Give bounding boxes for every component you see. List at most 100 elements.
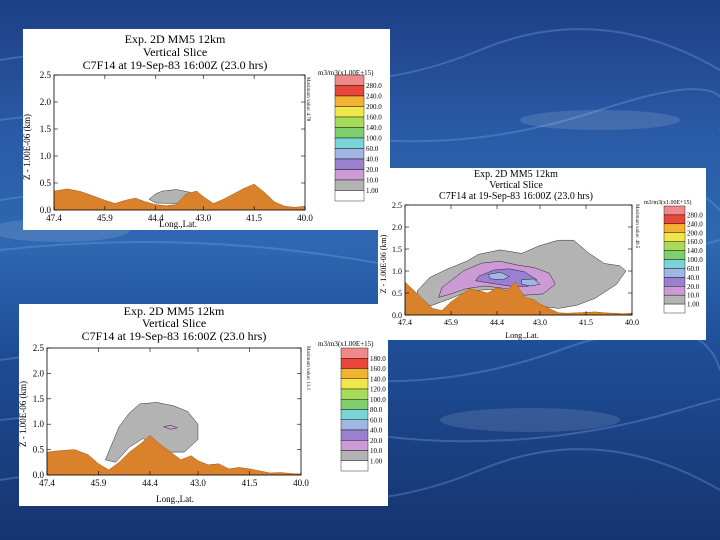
plot-area: 47.4 45.9 44.4 43.0 41.5 40.0 0.0 0.5 1.0 1.5 2.0 2… bbox=[392, 201, 639, 327]
y-tick-label: 2.0 bbox=[40, 97, 52, 107]
chart-title-line-2: Vertical Slice bbox=[142, 316, 206, 330]
legend-value: 160.0 bbox=[366, 114, 382, 122]
chart-title-line-2: Vertical Slice bbox=[143, 45, 207, 59]
legend-swatch bbox=[663, 268, 686, 278]
y-tick-label: 2.5 bbox=[40, 70, 52, 80]
legend-swatch bbox=[340, 409, 369, 420]
legend-value: 280.0 bbox=[366, 82, 382, 90]
legend-swatch bbox=[663, 223, 686, 233]
legend-swatch bbox=[663, 303, 686, 314]
chart-svg-3: Exp. 2D MM5 12km Vertical Slice C7F14 at… bbox=[19, 304, 386, 504]
y-tick-label: 0.5 bbox=[33, 445, 45, 455]
x-axis-label: Long.,Lat. bbox=[159, 219, 197, 229]
legend-swatch bbox=[334, 169, 365, 181]
plot-frame bbox=[46, 347, 302, 476]
plot-frame bbox=[53, 74, 306, 211]
x-axis-label: Long.,Lat. bbox=[156, 494, 194, 504]
chart-title-line-1: Exp. 2D MM5 12km bbox=[124, 304, 225, 318]
cloud-region-0 bbox=[148, 189, 190, 204]
x-tick-label: 43.0 bbox=[195, 213, 211, 223]
legend-swatch bbox=[334, 137, 365, 149]
y-tick-label: 0.0 bbox=[33, 470, 45, 480]
legend-swatch bbox=[340, 429, 369, 441]
terrain-area bbox=[53, 183, 306, 211]
max-value-note: Maximum value: 4.78 bbox=[305, 77, 310, 122]
x-tick-label: 44.4 bbox=[142, 478, 158, 488]
y-axis-label: Z - 1.00E-06 (km) bbox=[19, 381, 28, 447]
legend-swatch bbox=[663, 294, 686, 305]
terrain-area bbox=[404, 281, 633, 316]
legend-value: 140.0 bbox=[687, 247, 703, 255]
legend-value: 40.0 bbox=[370, 427, 383, 435]
chart-title-line-2: Vertical Slice bbox=[489, 180, 543, 191]
y-axis-label: Z - 1.00E-06 (km) bbox=[379, 234, 388, 293]
legend-swatch bbox=[340, 399, 369, 410]
legend-value: 20.0 bbox=[370, 437, 383, 445]
legend-swatch bbox=[340, 460, 369, 472]
cloud-region-0 bbox=[105, 402, 199, 463]
x-tick-label: 40.0 bbox=[297, 213, 313, 223]
legend-value: 40.0 bbox=[687, 274, 700, 282]
cloud-region-3 bbox=[487, 272, 510, 281]
legend-value: 1.00 bbox=[370, 457, 383, 465]
legend-value: 180.0 bbox=[370, 355, 386, 363]
terrain-area bbox=[46, 435, 302, 476]
legend-swatch bbox=[340, 378, 369, 390]
legend: 180.0 160.0 140.0 120.0 100.0 80.0 60.0 40.0 20.… bbox=[340, 347, 386, 472]
y-tick-label: 0.0 bbox=[40, 205, 52, 215]
legend-swatch bbox=[334, 116, 365, 128]
legend-swatch bbox=[663, 232, 686, 242]
legend-swatch bbox=[334, 85, 365, 97]
legend-swatch bbox=[340, 419, 369, 431]
y-tick-label: 0.0 bbox=[392, 311, 402, 320]
x-tick-label: 45.9 bbox=[444, 318, 458, 327]
legend-value: 200.0 bbox=[366, 103, 382, 111]
legend-value: 140.0 bbox=[370, 375, 386, 383]
legend-value: 10.0 bbox=[687, 292, 700, 300]
plot-frame bbox=[404, 204, 633, 316]
max-value-note: Maximum value: 49.5 bbox=[634, 204, 639, 249]
legend-value: 100.0 bbox=[687, 256, 703, 264]
cloud-region-4 bbox=[521, 278, 541, 287]
legend-swatch bbox=[334, 106, 365, 118]
legend-value: 80.0 bbox=[370, 406, 383, 414]
plot-area: 47.4 45.9 44.4 43.0 41.5 40.0 0.0 0.5 1.0 1.5 2.0 2… bbox=[40, 70, 314, 223]
legend-swatch bbox=[340, 388, 369, 400]
legend-swatch bbox=[663, 286, 686, 296]
y-tick-label: 1.5 bbox=[40, 124, 52, 134]
legend-swatch bbox=[663, 250, 686, 260]
x-tick-label: 41.5 bbox=[242, 478, 258, 488]
x-axis-label: Long.,Lat. bbox=[505, 331, 539, 340]
cloud-region-1 bbox=[162, 424, 179, 430]
legend-title: m3/m3(x1.00E+15) bbox=[318, 340, 374, 348]
plot-area: 47.4 45.9 44.4 43.0 41.5 40.0 0.0 0.5 1.0 1.5 2.0 2… bbox=[33, 343, 310, 488]
y-tick-label: 2.5 bbox=[392, 201, 402, 210]
x-tick-label: 45.9 bbox=[97, 213, 113, 223]
legend-swatch bbox=[334, 179, 365, 191]
x-tick-label: 40.0 bbox=[293, 478, 309, 488]
legend-swatch bbox=[334, 190, 365, 202]
legend-value: 20.0 bbox=[366, 166, 379, 174]
legend-value: 240.0 bbox=[366, 93, 382, 101]
legend-swatch bbox=[340, 347, 369, 359]
y-tick-label: 1.0 bbox=[40, 151, 52, 161]
x-tick-label: 44.4 bbox=[490, 318, 504, 327]
legend-value: 200.0 bbox=[687, 229, 703, 237]
x-tick-label: 41.5 bbox=[246, 213, 262, 223]
legend-value: 160.0 bbox=[687, 238, 703, 246]
x-tick-label: 44.4 bbox=[148, 213, 164, 223]
x-tick-label: 47.4 bbox=[398, 318, 412, 327]
x-tick-label: 47.4 bbox=[39, 478, 55, 488]
chart-title-line-1: Exp. 2D MM5 12km bbox=[474, 169, 558, 180]
legend-value: 60.0 bbox=[370, 416, 383, 424]
legend-swatch bbox=[663, 214, 686, 225]
legend-value: 120.0 bbox=[370, 386, 386, 394]
legend-swatch bbox=[663, 277, 686, 287]
legend-value: 1.00 bbox=[687, 301, 700, 309]
x-tick-label: 43.0 bbox=[190, 478, 206, 488]
legend-swatch bbox=[663, 259, 686, 269]
legend-value: 1.00 bbox=[366, 187, 379, 195]
chart-title-line-3: C7F14 at 19-Sep-83 16:00Z (23.0 hrs) bbox=[82, 329, 267, 343]
legend-swatch bbox=[334, 74, 365, 86]
legend-swatch bbox=[334, 127, 365, 139]
